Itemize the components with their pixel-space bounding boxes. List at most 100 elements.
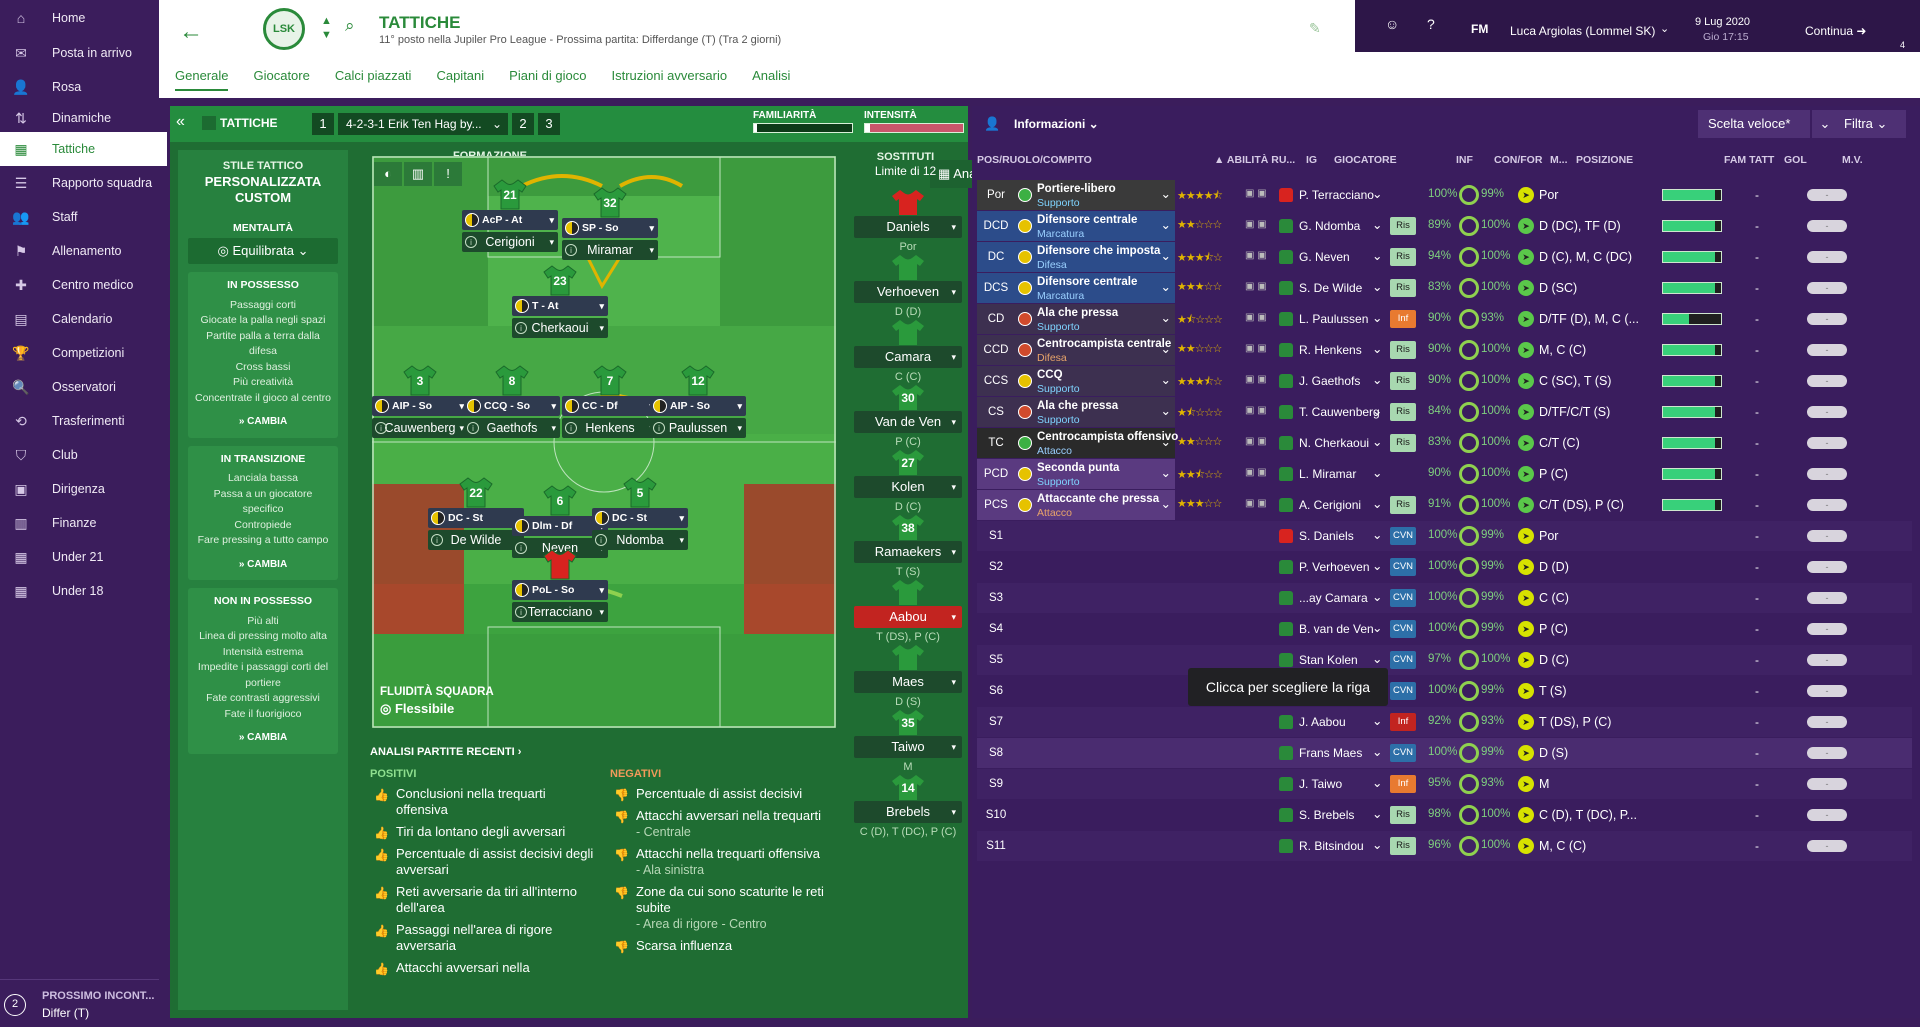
sidebar-item-tattiche[interactable]: ▦ Tattiche <box>0 132 167 166</box>
warning-icon[interactable]: ! <box>434 162 462 186</box>
player-name[interactable]: J. Aabou <box>1299 715 1346 729</box>
player-name[interactable]: Frans Maes <box>1299 746 1363 760</box>
col-player[interactable]: GIOCATORE <box>1334 154 1397 166</box>
substitute-select[interactable]: Verhoeven ▾ <box>854 281 962 303</box>
sidebar-item-allenamento[interactable]: ⚑ Allenamento <box>0 234 159 268</box>
player-role[interactable]: AIP - So ▾ <box>372 396 468 416</box>
role-select[interactable] <box>1015 707 1175 737</box>
role-select[interactable]: Seconda punta Supporto ⌄ <box>1015 459 1175 489</box>
player-role[interactable]: SP - So ▾ <box>562 218 658 238</box>
player-name-select[interactable]: i Ndomba ▾ <box>592 530 688 550</box>
col-position[interactable]: POSIZIONE <box>1576 154 1634 166</box>
role-select[interactable] <box>1015 676 1175 706</box>
compare-icon[interactable]: ▣ ▣ <box>1245 250 1267 261</box>
sidebar-item-posta-in-arrivo[interactable]: ✉ Posta in arrivo <box>0 36 159 70</box>
col-inf[interactable]: INF <box>1456 154 1473 166</box>
compare-icon[interactable]: ▣ ▣ <box>1245 467 1267 478</box>
player-name[interactable]: J. Gaethofs <box>1299 374 1361 388</box>
col-confor[interactable]: CON/FOR <box>1494 154 1543 166</box>
player-name[interactable]: S. Daniels <box>1299 529 1354 543</box>
pitch-player[interactable]: 32 SP - So ▾ i Miramar ▾ <box>562 186 658 260</box>
substitute[interactable]: Verhoeven ▾ D (D) <box>854 253 962 318</box>
pitch-player[interactable]: 23 T - At ▾ i Cherkaoui ▾ <box>512 264 608 338</box>
change-button[interactable]: » CAMBIA <box>238 416 288 427</box>
player-name[interactable]: B. van de Ven <box>1299 622 1374 636</box>
tab-analisi[interactable]: Analisi <box>752 68 791 83</box>
table-row[interactable]: CS Ala che pressa Supporto ⌄ ★⯪☆☆☆ ▣ ▣ T. Cauw… <box>977 397 1912 427</box>
tactic-slot-1[interactable]: 1 <box>312 113 334 135</box>
sidebar-item-dinamiche[interactable]: ⇅ Dinamiche <box>0 104 159 132</box>
sidebar-item-osservatori[interactable]: 🔍 Osservatori <box>0 370 159 404</box>
table-row[interactable]: DCD Difensore centrale Marcatura ⌄ ★★☆☆☆ ▣ ▣ G… <box>977 211 1912 241</box>
sidebar-item-staff[interactable]: 👥 Staff <box>0 200 159 234</box>
table-row[interactable]: PCD Seconda punta Supporto ⌄ ★★⯪☆☆ ▣ ▣ L. Mira… <box>977 459 1912 489</box>
player-name[interactable]: G. Neven <box>1299 250 1350 264</box>
player-name[interactable]: ...ay Camara <box>1299 591 1368 605</box>
player-name[interactable]: P. Terracciano <box>1299 188 1374 202</box>
substitute[interactable]: 30 Van de Ven ▾ P (C) <box>854 383 962 448</box>
role-select[interactable] <box>1015 769 1175 799</box>
role-select[interactable]: Ala che pressa Supporto ⌄ <box>1015 304 1175 334</box>
role-select[interactable]: Difensore che imposta Difesa ⌄ <box>1015 242 1175 272</box>
col-gol[interactable]: GOL <box>1784 154 1807 166</box>
sidebar-item-trasferimenti[interactable]: ⟲ Trasferimenti <box>0 404 159 438</box>
pitch-player[interactable]: 8 CCQ - So ▾ i Gaethofs ▾ <box>464 364 560 438</box>
collapse-icon[interactable]: « <box>176 113 185 130</box>
role-select[interactable] <box>1015 831 1175 861</box>
sidebar-item-dirigenza[interactable]: ▣ Dirigenza <box>0 472 159 506</box>
sidebar-item-rapporto-squadra[interactable]: ☰ Rapporto squadra <box>0 166 159 200</box>
table-row[interactable]: S10 S. Brebels ⌄ Ris 98% 100% ➤ C (D), T (DC), … <box>977 800 1912 830</box>
sidebar-item-calendario[interactable]: ▤ Calendario <box>0 302 159 336</box>
pitch-player[interactable]: 12 AIP - So ▾ i Paulussen ▾ <box>650 364 746 438</box>
chevron-down-icon[interactable]: ⌄ <box>1660 23 1670 35</box>
substitute[interactable]: 35 Taiwo ▾ M <box>854 708 962 773</box>
player-role[interactable]: AIP - So ▾ <box>650 396 746 416</box>
pitch-player[interactable]: 5 DC - St ▾ i Ndomba ▾ <box>592 476 688 550</box>
role-select[interactable] <box>1015 645 1175 675</box>
player-name[interactable]: R. Bitsindou <box>1299 839 1364 853</box>
table-row[interactable]: PCS Attaccante che pressa Attacco ⌄ ★★★☆☆ ▣ ▣… <box>977 490 1912 520</box>
role-select[interactable] <box>1015 583 1175 613</box>
substitute[interactable]: 14 Brebels ▾ C (D), T (DC), P (C) <box>854 773 962 838</box>
player-role[interactable]: DC - St▾ <box>428 508 524 528</box>
role-select[interactable] <box>1015 614 1175 644</box>
substitute-select[interactable]: Camara ▾ <box>854 346 962 368</box>
player-name-select[interactable]: i Cherkaoui ▾ <box>512 318 608 338</box>
tab-generale[interactable]: Generale <box>175 68 229 91</box>
player-name[interactable]: S. Brebels <box>1299 808 1355 822</box>
player-name[interactable]: J. Taiwo <box>1299 777 1343 791</box>
player-name[interactable]: G. Ndomba <box>1299 219 1361 233</box>
edit-icon[interactable]: ✎ <box>1309 20 1321 36</box>
table-row[interactable]: CD Ala che pressa Supporto ⌄ ★⯪☆☆☆ ▣ ▣ L. Paul… <box>977 304 1912 334</box>
quick-pick-button[interactable]: Scelta veloce* ⌄ <box>1698 110 1838 138</box>
substitute-select[interactable]: Kolen ▾ <box>854 476 962 498</box>
table-row[interactable]: CCS CCQ Supporto ⌄ ★★★⯪☆ ▣ ▣ J. Gaethofs ⌄ Ris 90… <box>977 366 1912 396</box>
tab-istruzioni-avversario[interactable]: Istruzioni avversario <box>611 68 728 83</box>
recent-analysis-title[interactable]: ANALISI PARTITE RECENTI › <box>370 746 522 758</box>
role-select[interactable] <box>1015 552 1175 582</box>
compare-icon[interactable]: ▣ ▣ <box>1245 188 1267 199</box>
up-down-arrows-icon[interactable]: ▲ ▼ <box>321 15 332 41</box>
search-icon[interactable]: ⌕ <box>345 16 355 35</box>
player-name-select[interactable]: i Cerigioni ▾ <box>462 232 558 252</box>
substitute-select[interactable]: Daniels ▾ <box>854 216 962 238</box>
compare-icon[interactable]: ▣ ▣ <box>1245 436 1267 447</box>
help-icon[interactable]: ? <box>1427 16 1435 32</box>
table-row[interactable]: S3 ...ay Camara ⌄ CVN 100% 99% ➤ C (C) - - <box>977 583 1912 613</box>
tab-calci-piazzati[interactable]: Calci piazzati <box>334 68 412 83</box>
table-row[interactable]: S11 R. Bitsindou ⌄ Ris 96% 100% ➤ M, C (C) - - <box>977 831 1912 861</box>
role-select[interactable] <box>1015 521 1175 551</box>
role-select[interactable]: Portiere-libero Supporto ⌄ <box>1015 180 1175 210</box>
player-name-select[interactable]: i Cauwenberg ▾ <box>372 418 468 438</box>
sidebar-item-rosa[interactable]: 👤 Rosa <box>0 70 159 104</box>
chevron-down-icon[interactable]: ⌄ <box>1812 110 1838 138</box>
table-row[interactable]: S5 Stan Kolen ⌄ CVN 97% 100% ➤ D (C) - - <box>977 645 1912 675</box>
role-select[interactable]: Difensore centrale Marcatura ⌄ <box>1015 273 1175 303</box>
bar-chart-icon[interactable]: ▥ <box>404 162 432 186</box>
compare-icon[interactable]: ▣ ▣ <box>1245 374 1267 385</box>
player-name-select[interactable]: iDe Wilde▾ <box>428 530 524 550</box>
player-name-select[interactable]: i Paulussen ▾ <box>650 418 746 438</box>
change-button[interactable]: » CAMBIA <box>238 732 288 743</box>
player-name[interactable]: T. Cauwenberg <box>1299 405 1380 419</box>
